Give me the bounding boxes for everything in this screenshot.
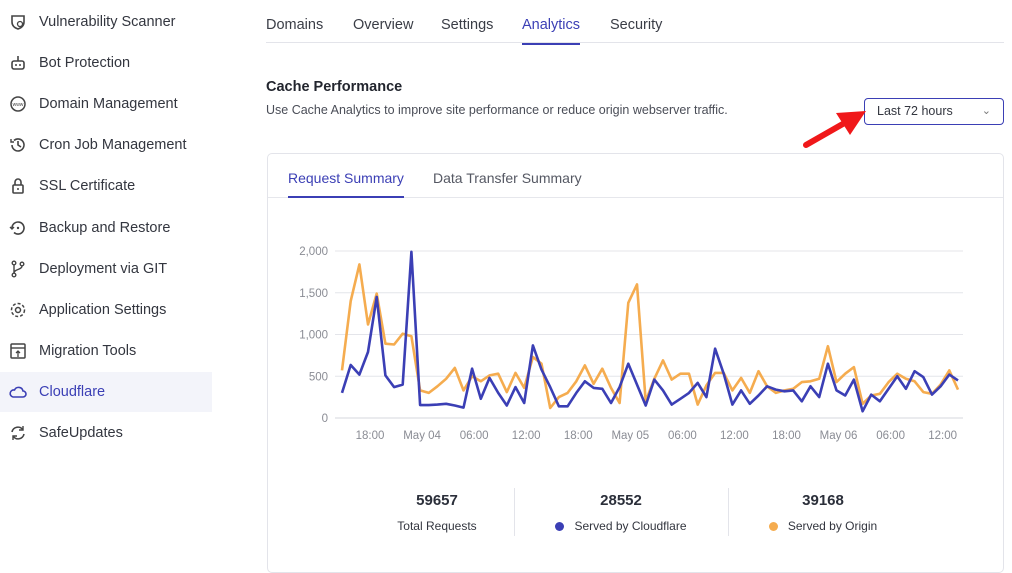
- history-clock-icon: [10, 138, 25, 153]
- stat-served-by-origin: 39168 Served by Origin: [748, 492, 898, 533]
- sidebar-item-label: Domain Management: [39, 96, 178, 113]
- y-tick-label: 0: [322, 413, 328, 425]
- stat-total-requests: 59657 Total Requests: [372, 492, 502, 533]
- sidebar-item-vulnerability-scanner[interactable]: Vulnerability Scanner: [0, 2, 212, 42]
- sidebar-item-deployment-via-git[interactable]: Deployment via GIT: [0, 249, 212, 289]
- tab-data-transfer-summary[interactable]: Data Transfer Summary: [433, 170, 582, 186]
- sidebar-item-application-settings[interactable]: Application Settings: [0, 290, 212, 330]
- divider: [514, 488, 515, 536]
- x-tick-label: May 04: [403, 430, 441, 442]
- x-tick-label: 06:00: [460, 430, 489, 442]
- tab-security[interactable]: Security: [610, 17, 663, 33]
- sidebar: Vulnerability Scanner Bot Protection www Do…: [0, 0, 212, 566]
- series-line-origin: [340, 263, 960, 410]
- x-tick-label: May 06: [820, 430, 858, 442]
- stat-label: Total Requests: [397, 519, 477, 533]
- sidebar-item-label: Application Settings: [39, 301, 167, 318]
- sidebar-item-label: Vulnerability Scanner: [39, 14, 176, 30]
- sidebar-item-label: Migration Tools: [39, 342, 137, 359]
- shield-scan-icon: [11, 15, 25, 30]
- card-tabs: Request Summary Data Transfer Summary: [268, 154, 1003, 198]
- lock-icon: [12, 178, 24, 195]
- tab-settings[interactable]: Settings: [441, 17, 494, 33]
- x-tick-label: 06:00: [668, 430, 697, 442]
- section-title: Cache Performance: [266, 79, 403, 95]
- sidebar-item-migration-tools[interactable]: Migration Tools: [0, 331, 212, 371]
- legend-dot-origin: [768, 521, 778, 531]
- series-line-cloudflare: [340, 250, 959, 413]
- sidebar-item-domain-management[interactable]: www Domain Management: [0, 84, 212, 124]
- divider: [728, 488, 729, 536]
- upload-window-icon: [10, 343, 26, 359]
- legend-dot-cloudflare: [555, 521, 565, 531]
- robot-icon: [11, 56, 25, 70]
- cloud-icon: [9, 386, 27, 398]
- x-tick-label: 18:00: [356, 430, 385, 442]
- sidebar-item-label: Deployment via GIT: [39, 260, 168, 277]
- stat-value: 39168: [802, 492, 844, 509]
- refresh-icon: [11, 426, 25, 440]
- sidebar-item-ssl-certificate[interactable]: SSL Certificate: [0, 166, 212, 206]
- tab-overview[interactable]: Overview: [353, 17, 414, 33]
- sidebar-item-cloudflare[interactable]: Cloudflare: [0, 371, 212, 412]
- x-tick-label: 06:00: [876, 430, 905, 442]
- y-tick-label: 2,000: [299, 246, 328, 258]
- sidebar-item-label: Backup and Restore: [39, 219, 171, 236]
- sidebar-item-safeupdates[interactable]: SafeUpdates: [0, 413, 212, 453]
- x-tick-label: 18:00: [564, 430, 593, 442]
- sidebar-item-label: SSL Certificate: [39, 178, 136, 195]
- x-tick-label: 12:00: [720, 430, 749, 442]
- time-range-value: Last 72 hours: [877, 104, 953, 118]
- www-globe-icon: www: [10, 96, 26, 112]
- top-tabs: Domains Overview Settings Analytics Secu…: [266, 0, 1004, 45]
- sidebar-item-cron-job-management[interactable]: Cron Job Management: [0, 125, 212, 165]
- sidebar-item-label: Bot Protection: [39, 55, 131, 72]
- stat-value: 28552: [600, 492, 642, 509]
- chevron-down-icon: ⌄: [981, 105, 991, 117]
- svg-text:www: www: [13, 102, 24, 108]
- sidebar-item-bot-protection[interactable]: Bot Protection: [0, 43, 212, 83]
- request-summary-card: Request Summary Data Transfer Summary 59…: [267, 153, 1004, 573]
- sidebar-item-backup-and-restore[interactable]: Backup and Restore: [0, 208, 212, 248]
- x-tick-label: 12:00: [512, 430, 541, 442]
- restore-icon: [9, 220, 25, 235]
- tab-analytics[interactable]: Analytics: [522, 17, 581, 45]
- sidebar-item-label: Cloudflare: [39, 383, 106, 400]
- x-tick-label: 12:00: [928, 430, 957, 442]
- stat-label: Served by Cloudflare: [574, 519, 687, 533]
- tab-request-summary[interactable]: Request Summary: [288, 170, 404, 198]
- y-tick-label: 1,500: [299, 288, 328, 300]
- stat-value: 59657: [416, 492, 458, 509]
- gear-icon: [10, 302, 26, 317]
- tab-domains[interactable]: Domains: [266, 17, 324, 33]
- y-tick-label: 500: [309, 371, 328, 383]
- section-subtitle: Use Cache Analytics to improve site perf…: [266, 103, 728, 117]
- sidebar-item-label: SafeUpdates: [39, 425, 123, 441]
- git-branch-icon: [11, 260, 25, 278]
- stat-served-by-cloudflare: 28552 Served by Cloudflare: [536, 492, 706, 533]
- sidebar-item-label: Cron Job Management: [39, 137, 187, 154]
- x-tick-label: May 05: [611, 430, 649, 442]
- x-tick-label: 18:00: [772, 430, 801, 442]
- stat-label: Served by Origin: [787, 519, 878, 533]
- y-tick-label: 1,000: [299, 330, 328, 342]
- red-arrow-annotation: [803, 111, 866, 148]
